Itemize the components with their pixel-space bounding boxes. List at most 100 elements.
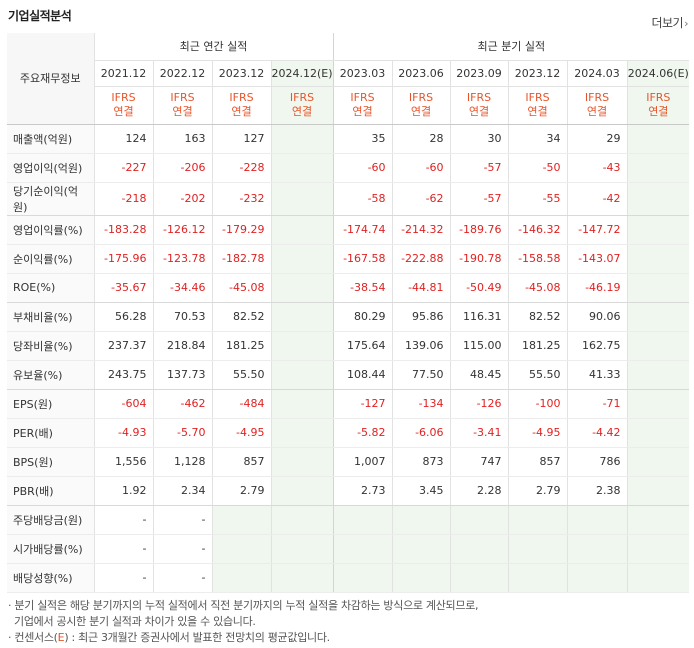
quarter-value-cell: 2.73 [332, 476, 393, 506]
quarter-value-cell [627, 302, 690, 332]
row-label: 부채비율(%) [7, 302, 95, 332]
annual-value-cell: 137.73 [153, 360, 213, 390]
footnote-2: 기업에서 공시한 분기 실적과 차이가 있을 수 있습니다. [14, 615, 256, 628]
quarter-value-cell: -71 [567, 389, 628, 419]
ifrs-label: IFRS 연결 [508, 86, 568, 125]
annual-value-cell: -206 [153, 153, 213, 183]
annual-value-cell: 82.52 [212, 302, 272, 332]
quarter-value-cell [627, 124, 690, 154]
annual-value-cell: 237.37 [94, 331, 154, 361]
quarter-value-cell [627, 418, 690, 448]
chevron-right-icon: › [684, 17, 688, 30]
ifrs-label: IFRS 연결 [567, 86, 628, 125]
quarter-value-cell: 34 [508, 124, 568, 154]
quarter-value-cell: -4.42 [567, 418, 628, 448]
table-row: 유보율(%) 243.75 137.73 55.50 108.44 77.50 48.45 5… [7, 360, 690, 390]
row-label: PER(배) [7, 418, 95, 448]
row-label: 순이익률(%) [7, 244, 95, 274]
table-row: 부채비율(%) 56.28 70.53 82.52 80.29 95.86 116.31 82… [7, 302, 690, 332]
quarter-value-cell: 28 [392, 124, 451, 154]
table-row: 당좌비율(%) 237.37 218.84 181.25 175.64 139.06 115… [7, 331, 690, 361]
row-label: 영업이익률(%) [7, 215, 95, 245]
quarter-value-cell: -46.19 [567, 273, 628, 303]
quarter-value-cell [332, 534, 393, 564]
period-header: 2023.03 [332, 60, 393, 87]
quarter-value-cell: -143.07 [567, 244, 628, 274]
quarter-value-cell: 115.00 [450, 331, 509, 361]
quarter-value-cell: 35 [332, 124, 393, 154]
ifrs-label: IFRS 연결 [153, 86, 213, 125]
annual-value-cell: -179.29 [212, 215, 272, 245]
quarter-value-cell: 873 [392, 447, 451, 477]
quarter-value-cell [627, 331, 690, 361]
quarter-value-cell [332, 563, 393, 593]
annual-value-cell: 70.53 [153, 302, 213, 332]
table-row: 순이익률(%) -175.96 -123.78 -182.78 -167.58 -222.… [7, 244, 690, 274]
quarter-value-cell: -6.06 [392, 418, 451, 448]
annual-value-cell: -175.96 [94, 244, 154, 274]
ifrs-label: IFRS 연결 [212, 86, 272, 125]
annual-value-cell: -4.95 [212, 418, 272, 448]
quarter-group-header: 최근 분기 실적 [332, 33, 690, 61]
annual-value-cell [271, 505, 334, 535]
quarter-value-cell: 95.86 [392, 302, 451, 332]
annual-value-cell: 2.79 [212, 476, 272, 506]
quarter-value-cell: -214.32 [392, 215, 451, 245]
annual-value-cell: -218 [94, 182, 154, 216]
annual-value-cell: -34.46 [153, 273, 213, 303]
annual-value-cell [271, 215, 334, 245]
quarter-value-cell: -222.88 [392, 244, 451, 274]
quarter-value-cell: -50.49 [450, 273, 509, 303]
annual-value-cell: -183.28 [94, 215, 154, 245]
table-row: 당기순이익(억원) -218 -202 -232 -58 -62 -57 -55 -42 [7, 182, 690, 216]
annual-value-cell [271, 331, 334, 361]
annual-value-cell: -126.12 [153, 215, 213, 245]
quarter-value-cell: 747 [450, 447, 509, 477]
quarter-value-cell: -189.76 [450, 215, 509, 245]
quarter-value-cell [627, 505, 690, 535]
annual-value-cell: 218.84 [153, 331, 213, 361]
quarter-value-cell [627, 389, 690, 419]
period-header: 2024.06(E) [627, 60, 690, 87]
quarter-value-cell [392, 534, 451, 564]
quarter-value-cell: 80.29 [332, 302, 393, 332]
quarter-value-cell: 77.50 [392, 360, 451, 390]
annual-value-cell [271, 418, 334, 448]
annual-value-cell: - [153, 563, 213, 593]
quarter-value-cell [627, 360, 690, 390]
quarter-value-cell [627, 447, 690, 477]
annual-value-cell: 124 [94, 124, 154, 154]
quarter-value-cell: -4.95 [508, 418, 568, 448]
period-header: 2024.03 [567, 60, 628, 87]
annual-value-cell: - [153, 534, 213, 564]
quarter-value-cell: 29 [567, 124, 628, 154]
annual-value-cell: -604 [94, 389, 154, 419]
annual-value-cell: 56.28 [94, 302, 154, 332]
quarter-value-cell: 857 [508, 447, 568, 477]
row-label: PBR(배) [7, 476, 95, 506]
period-header: 2023.06 [392, 60, 451, 87]
quarter-value-cell: -167.58 [332, 244, 393, 274]
quarter-value-cell: -174.74 [332, 215, 393, 245]
ifrs-label: IFRS 연결 [450, 86, 509, 125]
period-header: 2021.12 [94, 60, 154, 87]
annual-value-cell: - [94, 563, 154, 593]
quarter-value-cell: 175.64 [332, 331, 393, 361]
period-header: 2023.12 [212, 60, 272, 87]
quarter-value-cell: -127 [332, 389, 393, 419]
footnote-3: · 컨센서스(E) : 최근 3개월간 증권사에서 발표한 전망치의 평균값입니… [8, 631, 330, 644]
period-header: 2024.12(E) [271, 60, 334, 87]
quarter-value-cell [627, 182, 690, 216]
quarter-value-cell: -55 [508, 182, 568, 216]
annual-value-cell: -5.70 [153, 418, 213, 448]
footnotes: · 분기 실적은 해당 분기까지의 누적 실적에서 직전 분기까지의 누적 실적… [8, 598, 479, 646]
annual-value-cell [212, 563, 272, 593]
quarter-value-cell: 139.06 [392, 331, 451, 361]
quarter-value-cell: 786 [567, 447, 628, 477]
more-link[interactable]: 더보기› [651, 14, 688, 31]
annual-value-cell [271, 389, 334, 419]
row-label: 당기순이익(억원) [7, 182, 95, 216]
quarter-value-cell: 162.75 [567, 331, 628, 361]
quarter-value-cell: -60 [332, 153, 393, 183]
ifrs-label: IFRS 연결 [271, 86, 334, 125]
